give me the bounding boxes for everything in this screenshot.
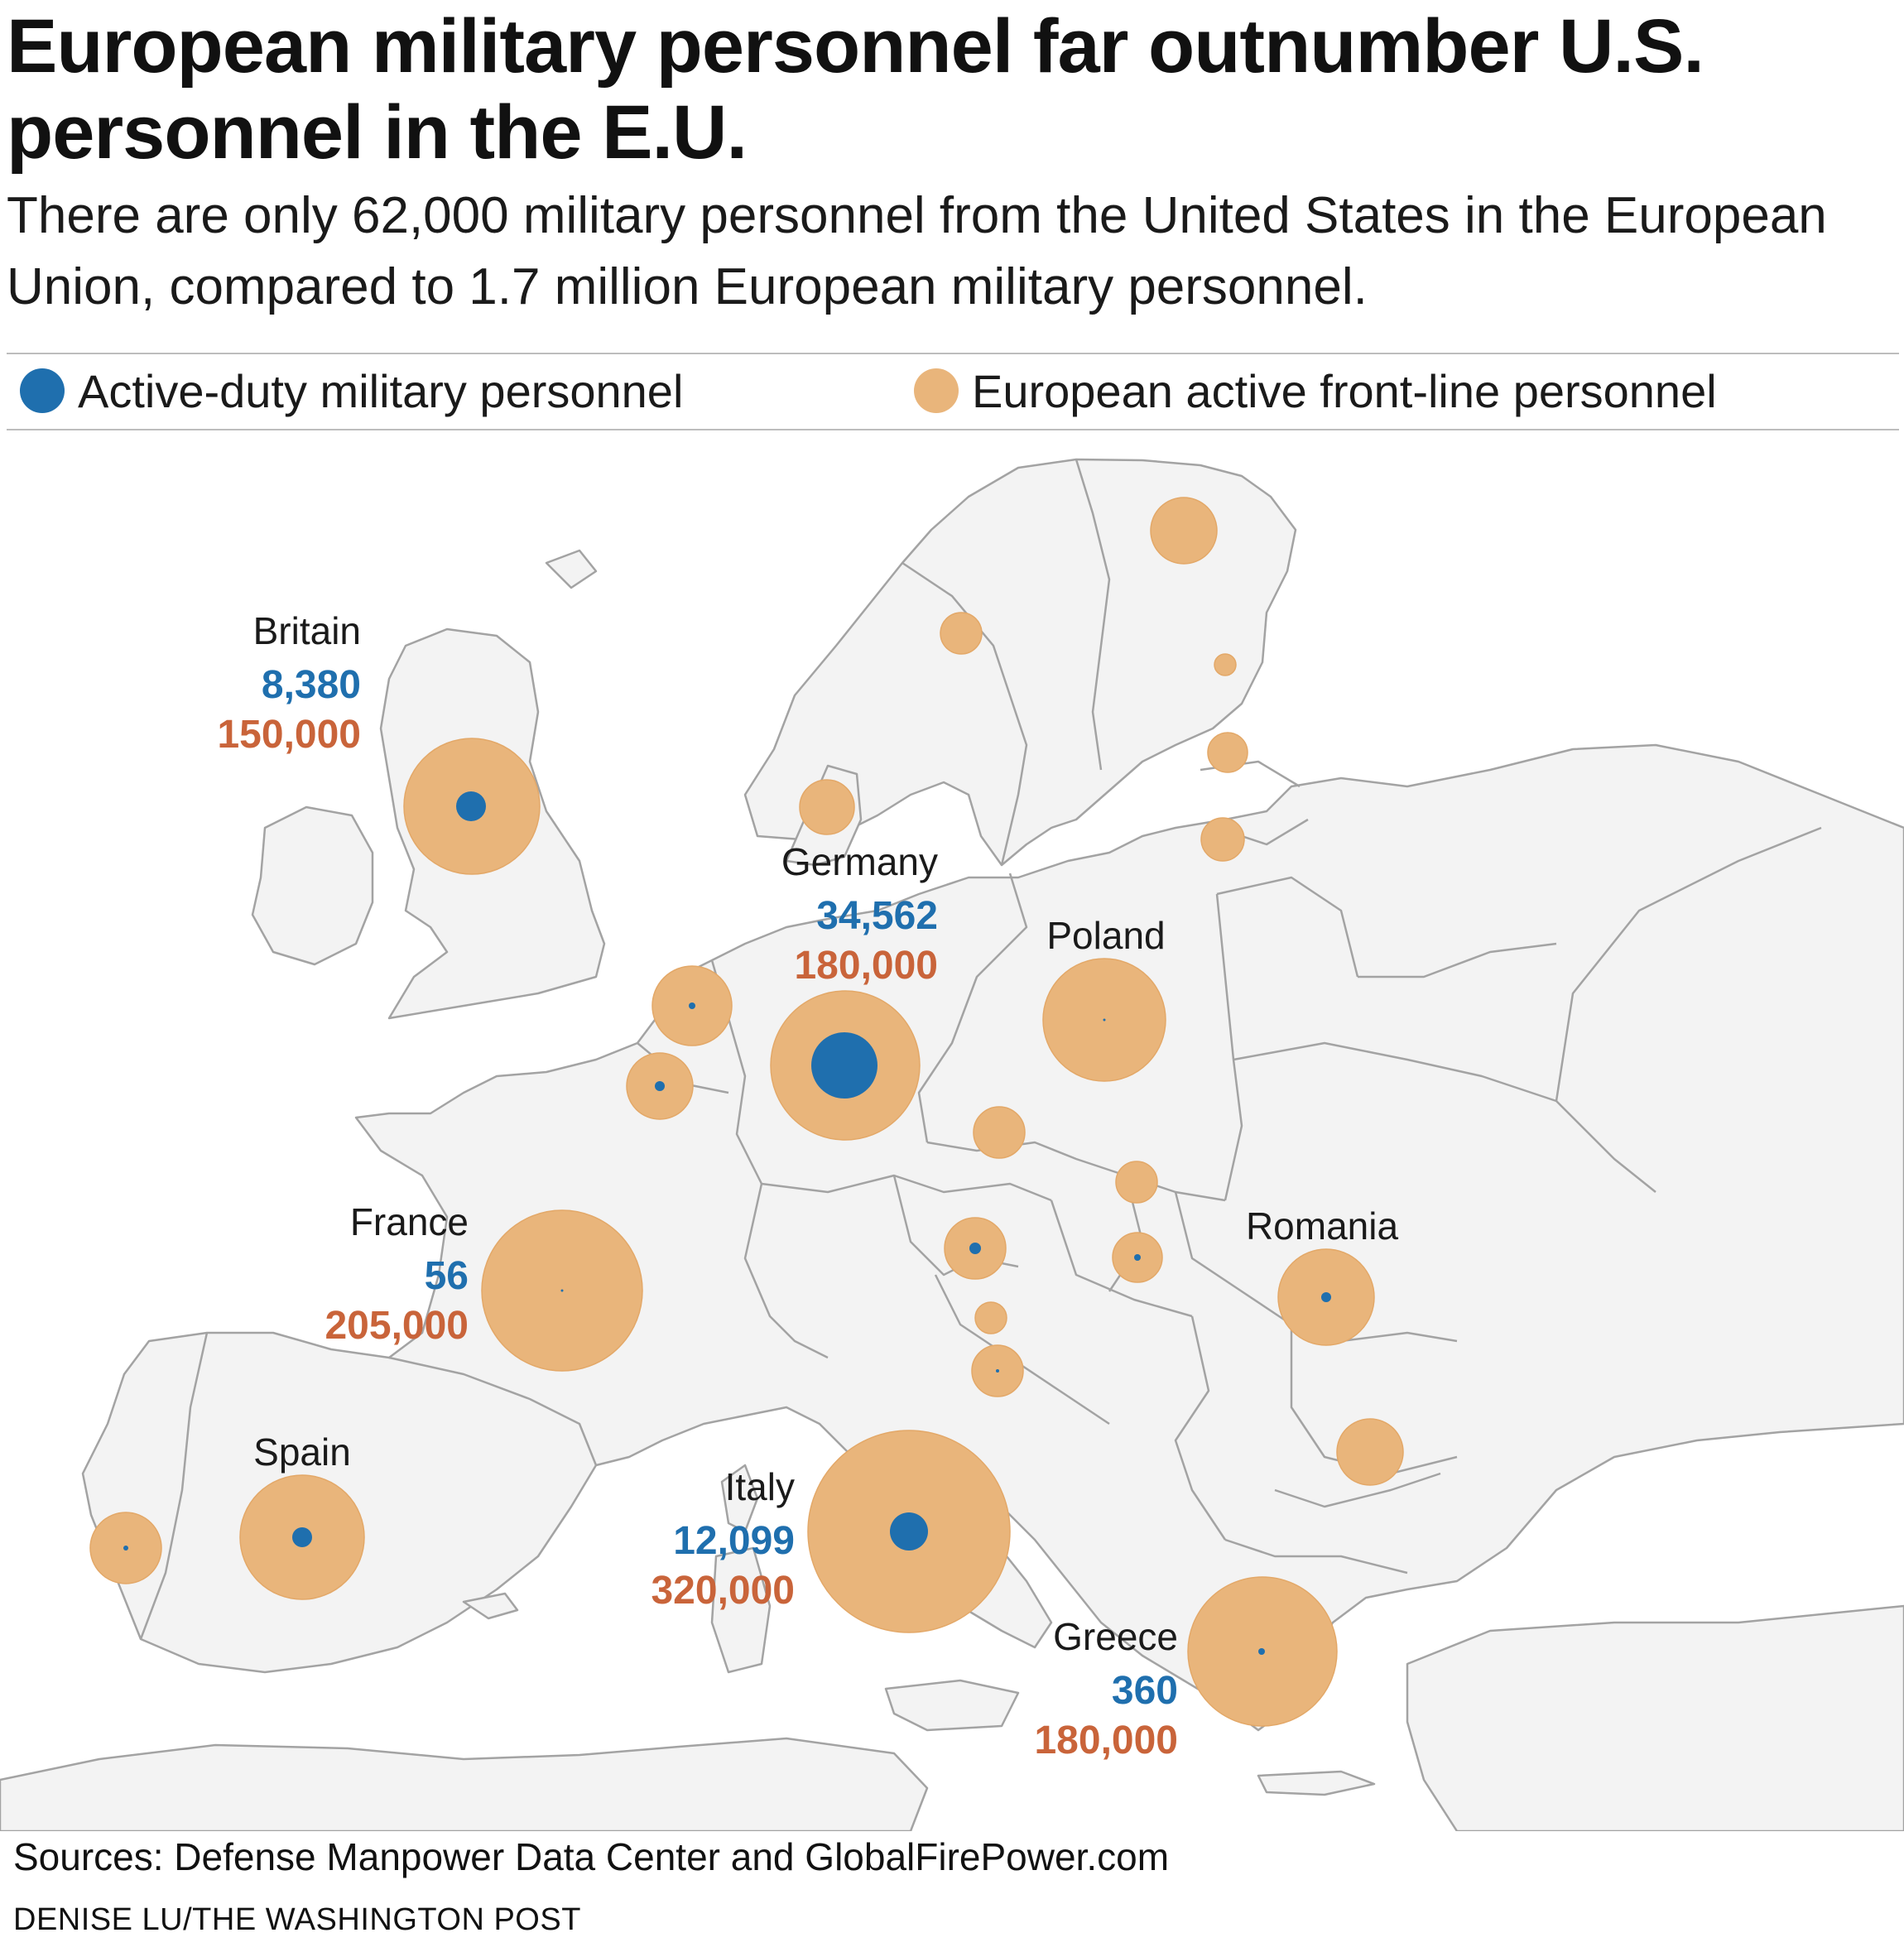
sicily-land <box>884 1679 1020 1732</box>
label-romania-name: Romania <box>1246 1204 1399 1248</box>
ireland-land <box>251 805 374 966</box>
eu-bubble-latvia <box>1207 732 1248 773</box>
sources-note: Sources: Defense Manpower Data Center an… <box>13 1835 1170 1878</box>
scandinavia-land <box>743 458 1297 867</box>
label-britain-name: Britain <box>253 609 361 652</box>
label-poland-name: Poland <box>1046 914 1165 957</box>
credit-line: DENISE LU/THE WASHINGTON POST <box>13 1902 581 1937</box>
us-bubble-greece <box>1258 1648 1265 1655</box>
eu-bubbles <box>89 497 1404 1727</box>
us-bubbles <box>123 791 1331 1655</box>
eu-bubble-lithuania <box>1200 817 1245 862</box>
label-france-name: France <box>350 1200 469 1243</box>
us-bubble-britain <box>456 791 486 821</box>
label-britain-us: 8,380 <box>262 663 361 707</box>
label-france-us: 56 <box>425 1254 469 1298</box>
scandinavia-borders <box>902 459 1111 866</box>
us-bubble-portugal <box>123 1546 128 1551</box>
turkey-land <box>1406 1604 1904 1831</box>
eu-dot-icon <box>914 368 959 413</box>
legend-item-eu: European active front-line personnel <box>914 358 1717 424</box>
label-germany-us: 34,562 <box>816 894 938 938</box>
chart-title: European military personnel far outnumbe… <box>7 4 1704 175</box>
us-bubble-poland <box>1103 1018 1106 1022</box>
legend-divider <box>7 429 1899 430</box>
us-bubble-italy <box>890 1512 928 1551</box>
europe-map: Britain 8,380 150,000 Germany 34,562 180… <box>0 454 1904 1831</box>
legend-label-eu: European active front-line personnel <box>972 364 1717 417</box>
label-italy-us: 12,099 <box>673 1519 795 1563</box>
eu-bubble-bulgaria <box>1336 1418 1404 1486</box>
label-britain-eu: 150,000 <box>217 713 361 757</box>
us-bubble-romania <box>1321 1292 1331 1302</box>
label-spain-name: Spain <box>253 1430 351 1474</box>
north-africa-land <box>0 1737 929 1831</box>
crete-land <box>1257 1770 1376 1796</box>
eu-bubble-estonia <box>1214 653 1237 676</box>
eu-bubble-slovakia <box>1115 1161 1158 1204</box>
us-bubble-spain <box>292 1527 312 1547</box>
label-france-eu: 205,000 <box>325 1304 469 1348</box>
us-bubble-hungary <box>1134 1254 1141 1261</box>
label-germany-name: Germany <box>781 840 938 883</box>
country-labels: Britain 8,380 150,000 Germany 34,562 180… <box>217 609 1398 1762</box>
us-bubble-france <box>560 1289 564 1292</box>
corsica-land <box>720 1464 759 1533</box>
eu-bubble-slovenia <box>974 1301 1007 1334</box>
legend-item-us: Active-duty military personnel <box>20 358 683 424</box>
us-bubble-belgium <box>655 1081 665 1091</box>
label-italy-eu: 320,000 <box>651 1569 795 1613</box>
us-bubble-germany <box>811 1032 877 1099</box>
legend-label-us: Active-duty military personnel <box>78 364 684 417</box>
us-dot-icon <box>20 368 65 413</box>
label-greece-eu: 180,000 <box>1034 1719 1178 1762</box>
balearic-land <box>462 1592 519 1620</box>
eu-bubble-denmark <box>799 779 855 835</box>
eu-bubble-sweden <box>940 612 983 655</box>
label-italy-name: Italy <box>725 1465 795 1508</box>
sardinia-land <box>710 1546 772 1674</box>
label-greece-us: 360 <box>1112 1669 1178 1713</box>
top-divider <box>7 353 1899 354</box>
eu-bubble-finland <box>1150 497 1218 565</box>
us-bubble-austria <box>969 1243 981 1254</box>
label-germany-eu: 180,000 <box>794 944 938 988</box>
north-islands <box>545 549 598 589</box>
us-bubble-netherlands <box>689 1002 695 1009</box>
chart-subtitle: There are only 62,000 military personnel… <box>7 187 1827 315</box>
us-bubble-croatia <box>996 1369 999 1373</box>
eu-bubble-czech <box>973 1106 1026 1159</box>
label-greece-name: Greece <box>1053 1615 1178 1658</box>
